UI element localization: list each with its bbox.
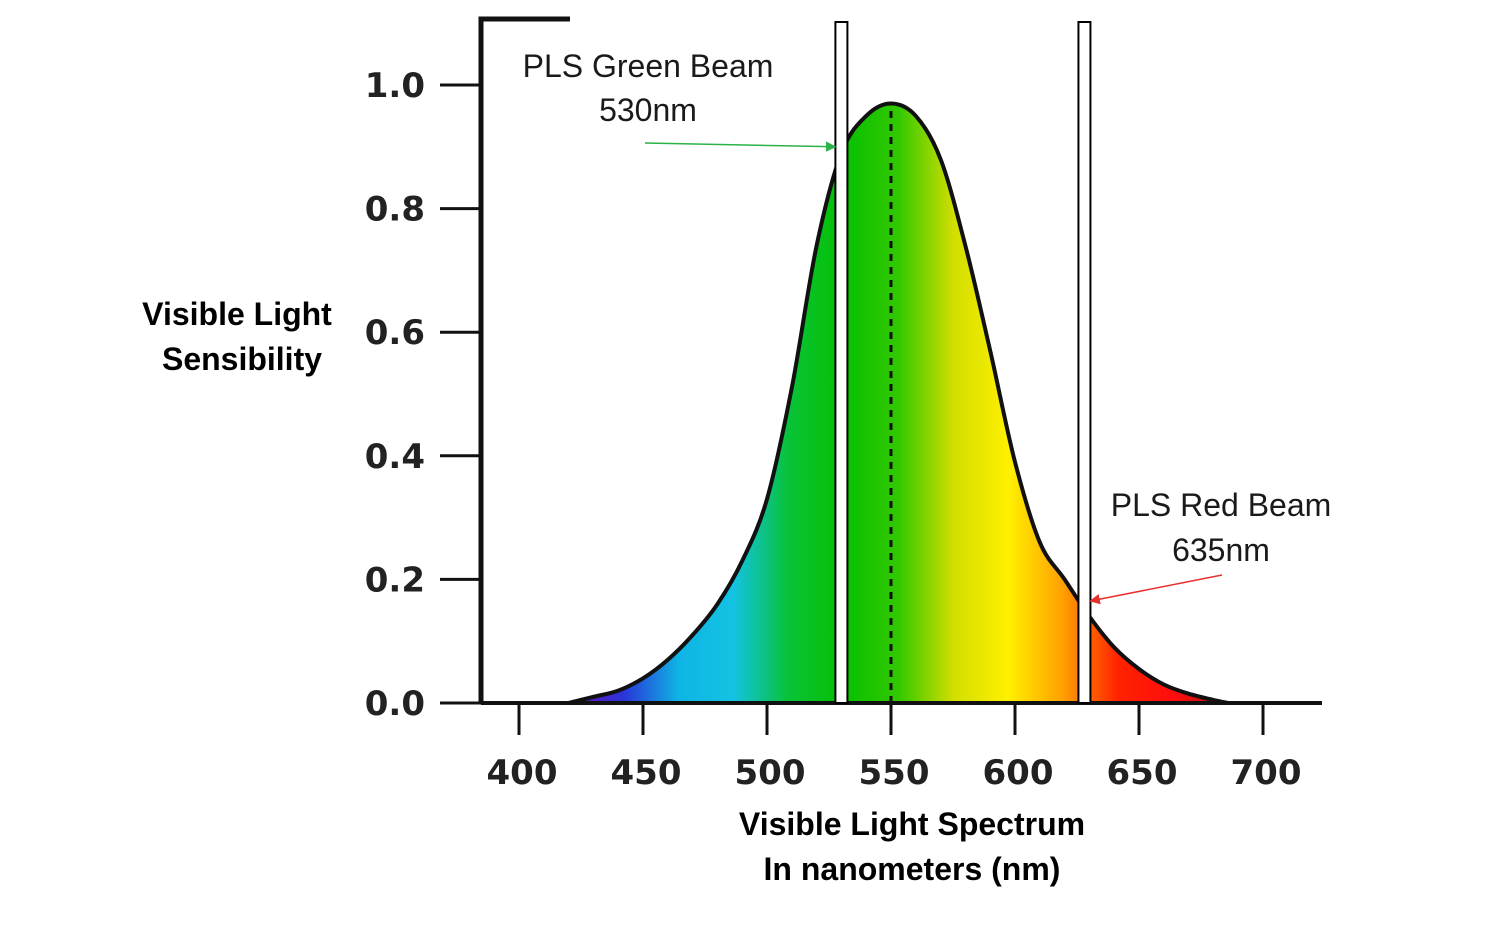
green-beam-marker	[834, 21, 849, 704]
x-tick-label: 650	[1107, 753, 1178, 793]
y-tick-label: 1.0	[365, 66, 425, 106]
x-axis-title-line-2: In nanometers (nm)	[764, 851, 1061, 887]
green-beam-arrow	[644, 141, 837, 152]
y-tick-label: 0.4	[365, 437, 425, 477]
y-axis-title-line-1: Visible Light	[142, 296, 332, 332]
red-beam-wavelength: 635nm	[1172, 532, 1270, 568]
green-beam-wavelength: 530nm	[599, 92, 697, 128]
y-tick-label: 0.6	[365, 313, 425, 353]
x-tick-label: 600	[983, 753, 1054, 793]
x-tick-label: 500	[735, 753, 806, 793]
y-axis-line	[478, 16, 570, 703]
green-beam-label: PLS Green Beam	[523, 48, 774, 84]
y-tick-label: 0.8	[365, 190, 425, 230]
red-beam-arrow	[1089, 574, 1223, 605]
x-tick-label: 450	[611, 753, 682, 793]
red-beam-marker	[1077, 21, 1092, 704]
x-tick-label: 550	[859, 753, 930, 793]
y-tick-label: 0.0	[365, 684, 425, 724]
sensitivity-curve	[568, 101, 1229, 705]
y-tick-label: 0.2	[365, 560, 425, 600]
plot-area: 1.0 0.8 0.6 0.4 0.2 0.0 400 450 500 550 600 650 700	[365, 16, 1322, 793]
spectrum-area	[568, 103, 1229, 703]
x-axis-title-line-1: Visible Light Spectrum	[739, 806, 1085, 842]
red-beam-label: PLS Red Beam	[1111, 487, 1332, 523]
x-tick-label: 400	[487, 753, 558, 793]
y-axis-title-line-2: Sensibility	[162, 341, 322, 377]
x-tick-label: 700	[1231, 753, 1302, 793]
